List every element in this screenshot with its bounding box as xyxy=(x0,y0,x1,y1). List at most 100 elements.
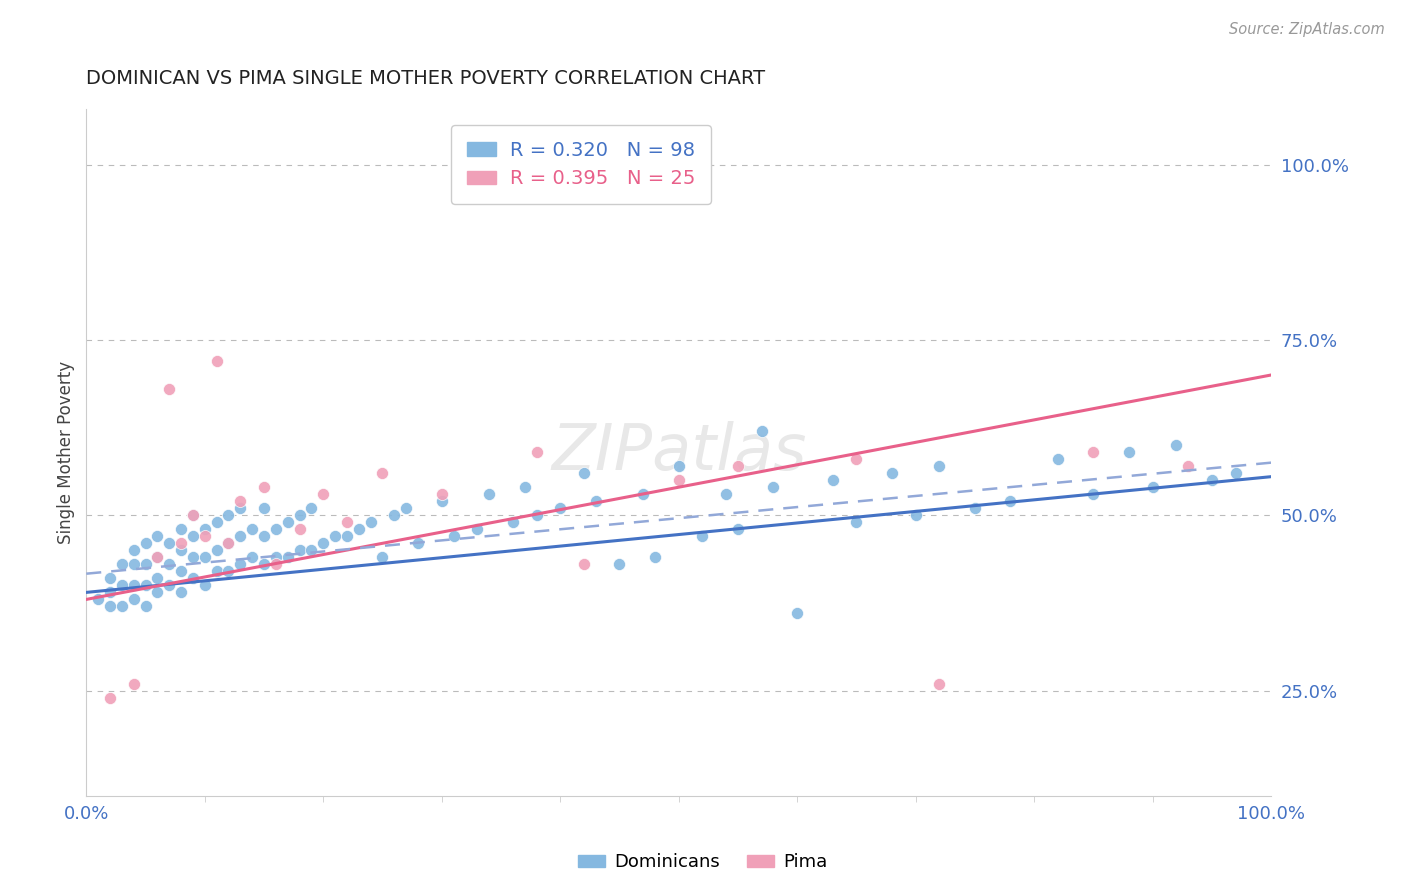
Point xyxy=(122,543,145,558)
Point xyxy=(360,515,382,529)
Point xyxy=(548,501,571,516)
Point xyxy=(513,480,536,494)
Point xyxy=(478,487,501,501)
Point xyxy=(146,529,169,543)
Point xyxy=(371,550,394,565)
Y-axis label: Single Mother Poverty: Single Mother Poverty xyxy=(58,360,75,544)
Point xyxy=(1083,487,1105,501)
Point xyxy=(253,480,276,494)
Point xyxy=(430,494,453,508)
Point xyxy=(668,459,690,474)
Text: DOMINICAN VS PIMA SINGLE MOTHER POVERTY CORRELATION CHART: DOMINICAN VS PIMA SINGLE MOTHER POVERTY … xyxy=(86,69,765,87)
Point xyxy=(217,508,239,523)
Point xyxy=(181,508,204,523)
Point xyxy=(644,550,666,565)
Point xyxy=(170,543,193,558)
Point xyxy=(146,571,169,585)
Point xyxy=(146,585,169,599)
Point xyxy=(382,508,405,523)
Point xyxy=(347,522,370,536)
Point xyxy=(205,354,228,368)
Point xyxy=(98,599,121,614)
Legend: R = 0.320   N = 98, R = 0.395   N = 25: R = 0.320 N = 98, R = 0.395 N = 25 xyxy=(451,125,710,204)
Point xyxy=(727,459,749,474)
Point xyxy=(299,501,322,516)
Point xyxy=(229,501,252,516)
Point xyxy=(181,571,204,585)
Point xyxy=(157,558,180,572)
Point xyxy=(253,558,276,572)
Point xyxy=(1118,445,1140,459)
Point xyxy=(194,550,217,565)
Point xyxy=(122,578,145,592)
Point xyxy=(205,543,228,558)
Point xyxy=(762,480,785,494)
Point xyxy=(264,550,287,565)
Point xyxy=(111,558,134,572)
Point xyxy=(572,558,595,572)
Point xyxy=(264,522,287,536)
Point xyxy=(288,508,311,523)
Point xyxy=(443,529,465,543)
Point xyxy=(253,501,276,516)
Point xyxy=(904,508,927,523)
Point xyxy=(406,536,429,550)
Point xyxy=(312,487,335,501)
Point xyxy=(786,607,808,621)
Point xyxy=(170,522,193,536)
Point xyxy=(395,501,418,516)
Point xyxy=(1201,473,1223,487)
Point xyxy=(205,565,228,579)
Point xyxy=(122,592,145,607)
Point xyxy=(111,578,134,592)
Point xyxy=(111,599,134,614)
Point xyxy=(585,494,607,508)
Point xyxy=(122,558,145,572)
Point xyxy=(465,522,488,536)
Point xyxy=(217,536,239,550)
Point xyxy=(170,565,193,579)
Text: Source: ZipAtlas.com: Source: ZipAtlas.com xyxy=(1229,22,1385,37)
Point xyxy=(181,529,204,543)
Point xyxy=(240,550,263,565)
Point xyxy=(1177,459,1199,474)
Text: ZIPatlas: ZIPatlas xyxy=(551,421,807,483)
Point xyxy=(692,529,714,543)
Point xyxy=(194,522,217,536)
Point xyxy=(336,515,359,529)
Point xyxy=(229,558,252,572)
Point xyxy=(229,494,252,508)
Point xyxy=(1046,452,1069,467)
Point xyxy=(880,466,903,480)
Point xyxy=(157,578,180,592)
Point xyxy=(181,508,204,523)
Point xyxy=(727,522,749,536)
Point xyxy=(668,473,690,487)
Point xyxy=(1225,466,1247,480)
Point xyxy=(502,515,524,529)
Point xyxy=(845,515,868,529)
Point xyxy=(572,466,595,480)
Point xyxy=(928,676,950,690)
Point xyxy=(217,565,239,579)
Point xyxy=(98,690,121,705)
Point xyxy=(170,536,193,550)
Point xyxy=(928,459,950,474)
Point xyxy=(181,550,204,565)
Point xyxy=(1142,480,1164,494)
Point xyxy=(87,592,110,607)
Point xyxy=(526,445,548,459)
Point xyxy=(146,550,169,565)
Point xyxy=(714,487,737,501)
Point xyxy=(240,522,263,536)
Legend: Dominicans, Pima: Dominicans, Pima xyxy=(571,847,835,879)
Point xyxy=(1166,438,1188,452)
Point xyxy=(751,424,773,438)
Point xyxy=(205,515,228,529)
Point xyxy=(135,599,157,614)
Point xyxy=(288,522,311,536)
Point xyxy=(194,578,217,592)
Point xyxy=(98,571,121,585)
Point xyxy=(288,543,311,558)
Point xyxy=(526,508,548,523)
